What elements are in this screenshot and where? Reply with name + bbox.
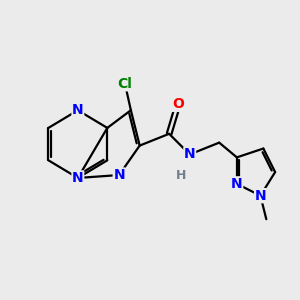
Text: H: H	[176, 169, 186, 182]
Text: N: N	[72, 171, 84, 185]
Text: N: N	[184, 147, 196, 161]
Text: N: N	[231, 177, 243, 191]
Text: N: N	[113, 168, 125, 182]
Text: N: N	[72, 103, 84, 117]
Text: O: O	[172, 98, 184, 111]
Text: N: N	[255, 189, 266, 202]
Text: Cl: Cl	[118, 77, 132, 91]
